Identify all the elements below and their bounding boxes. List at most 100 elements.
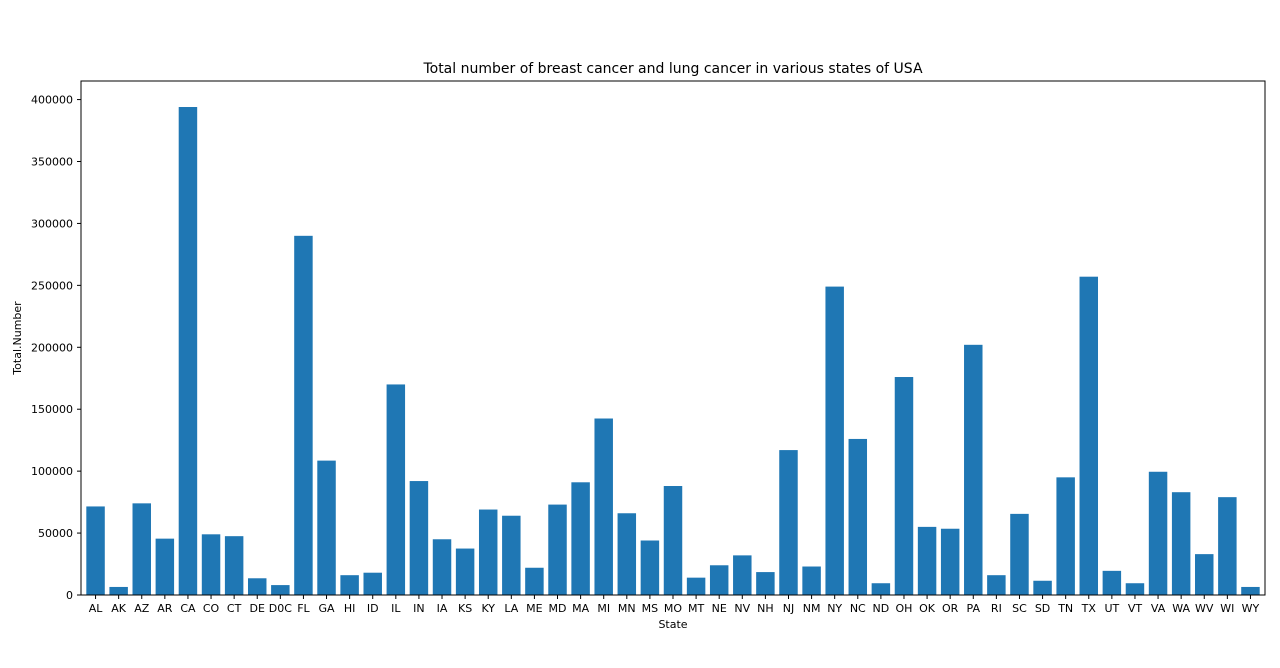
bar-ia bbox=[432, 539, 452, 595]
x-tick-label: NM bbox=[803, 602, 821, 615]
x-axis-label: State bbox=[658, 618, 687, 631]
x-tick-label: WA bbox=[1172, 602, 1190, 615]
y-axis-label: Total.Number bbox=[11, 301, 24, 376]
x-tick-label: VT bbox=[1128, 602, 1143, 615]
bar-vt bbox=[1125, 583, 1145, 595]
bar-pa bbox=[964, 344, 983, 595]
bar-va bbox=[1148, 471, 1168, 595]
x-tick-label: NJ bbox=[783, 602, 794, 615]
x-tick-label: UT bbox=[1104, 602, 1119, 615]
bar-ri bbox=[987, 575, 1006, 595]
x-tick-label: MI bbox=[597, 602, 610, 615]
bar-sc bbox=[1010, 513, 1029, 595]
bar-md bbox=[548, 504, 567, 595]
x-tick-label: MD bbox=[549, 602, 567, 615]
y-tick-label: 150000 bbox=[31, 403, 73, 416]
x-tick-label: KY bbox=[481, 602, 495, 615]
bar-ms bbox=[640, 540, 660, 595]
bar-nj bbox=[779, 450, 798, 595]
chart-title: Total number of breast cancer and lung c… bbox=[422, 61, 922, 77]
y-tick-label: 100000 bbox=[31, 465, 73, 478]
x-tick-label: WY bbox=[1242, 602, 1260, 615]
bar-ar bbox=[155, 538, 175, 595]
y-tick-label: 250000 bbox=[31, 279, 73, 292]
x-tick-label: CO bbox=[203, 602, 220, 615]
x-tick-label: TN bbox=[1057, 602, 1073, 615]
x-tick-label: HI bbox=[344, 602, 356, 615]
x-tick-label: SC bbox=[1012, 602, 1027, 615]
x-tick-label: GA bbox=[318, 602, 335, 615]
x-tick-label: AZ bbox=[134, 602, 150, 615]
x-tick-label: MA bbox=[572, 602, 589, 615]
x-tick-label: OR bbox=[942, 602, 959, 615]
plot-frame bbox=[80, 80, 1266, 596]
bar-wy bbox=[1241, 586, 1260, 595]
x-tick-label: OK bbox=[919, 602, 936, 615]
bar-tx bbox=[1079, 276, 1099, 595]
bar-ga bbox=[317, 460, 336, 595]
x-tick-label: ND bbox=[873, 602, 890, 615]
bar-mt bbox=[686, 577, 706, 595]
x-tick-label: AL bbox=[89, 602, 104, 615]
bar-wi bbox=[1218, 497, 1237, 595]
bar-la bbox=[502, 515, 521, 595]
x-tick-label: FL bbox=[297, 602, 310, 615]
bar-mn bbox=[617, 513, 637, 595]
x-tick-label: VA bbox=[1151, 602, 1166, 615]
x-tick-label: NE bbox=[712, 602, 727, 615]
x-tick-label: DE bbox=[250, 602, 265, 615]
x-tick-label: ME bbox=[526, 602, 542, 615]
x-tick-label: MN bbox=[618, 602, 636, 615]
x-tick-label: IN bbox=[413, 602, 424, 615]
x-tick-label: CA bbox=[180, 602, 196, 615]
x-tick-label: KS bbox=[458, 602, 472, 615]
x-tick-label: LA bbox=[504, 602, 518, 615]
bar-az bbox=[132, 503, 151, 595]
bar-wv bbox=[1195, 554, 1214, 595]
bar-wa bbox=[1171, 492, 1191, 595]
x-tick-label: NC bbox=[850, 602, 866, 615]
bar-me bbox=[525, 567, 544, 595]
bar-mi bbox=[594, 418, 613, 595]
bar-ut bbox=[1102, 570, 1122, 595]
bar-fl bbox=[294, 235, 313, 595]
bar-ok bbox=[917, 526, 937, 595]
bar-il bbox=[386, 384, 406, 595]
x-tick-label: CT bbox=[227, 602, 242, 615]
bar-nh bbox=[756, 572, 775, 595]
bar-al bbox=[86, 506, 105, 595]
bars-group bbox=[86, 107, 1260, 595]
y-axis: 0 50000 100000 150000 200000 250000 300000 3500… bbox=[31, 94, 81, 602]
bar-ak bbox=[109, 586, 128, 595]
x-tick-label: MT bbox=[688, 602, 704, 615]
x-tick-label: AR bbox=[157, 602, 173, 615]
bar-sd bbox=[1033, 580, 1052, 595]
x-tick-label: SD bbox=[1035, 602, 1050, 615]
bar-oh bbox=[894, 377, 914, 595]
x-tick-label: RI bbox=[991, 602, 1002, 615]
x-tick-label: PA bbox=[967, 602, 981, 615]
y-tick-label: 50000 bbox=[38, 527, 73, 540]
x-tick-label: D0C bbox=[269, 602, 292, 615]
x-tick-label: WV bbox=[1195, 602, 1214, 615]
x-tick-label: OH bbox=[896, 602, 913, 615]
bar-ne bbox=[709, 565, 729, 595]
x-tick-label: MS bbox=[642, 602, 658, 615]
x-tick-label: MO bbox=[664, 602, 682, 615]
bar-ks bbox=[455, 548, 475, 595]
y-tick-label: 400000 bbox=[31, 94, 73, 107]
y-tick-label: 300000 bbox=[31, 217, 73, 230]
bar-mo bbox=[663, 486, 683, 595]
bar-ky bbox=[478, 509, 498, 595]
bar-or bbox=[940, 528, 960, 595]
x-tick-label: WI bbox=[1220, 602, 1234, 615]
x-tick-label: IL bbox=[391, 602, 401, 615]
bar-tn bbox=[1056, 477, 1075, 595]
bar-co bbox=[201, 534, 221, 595]
x-tick-label: ID bbox=[367, 602, 379, 615]
x-tick-label: TX bbox=[1081, 602, 1097, 615]
y-tick-label: 200000 bbox=[31, 341, 73, 354]
bar-nm bbox=[802, 566, 821, 595]
